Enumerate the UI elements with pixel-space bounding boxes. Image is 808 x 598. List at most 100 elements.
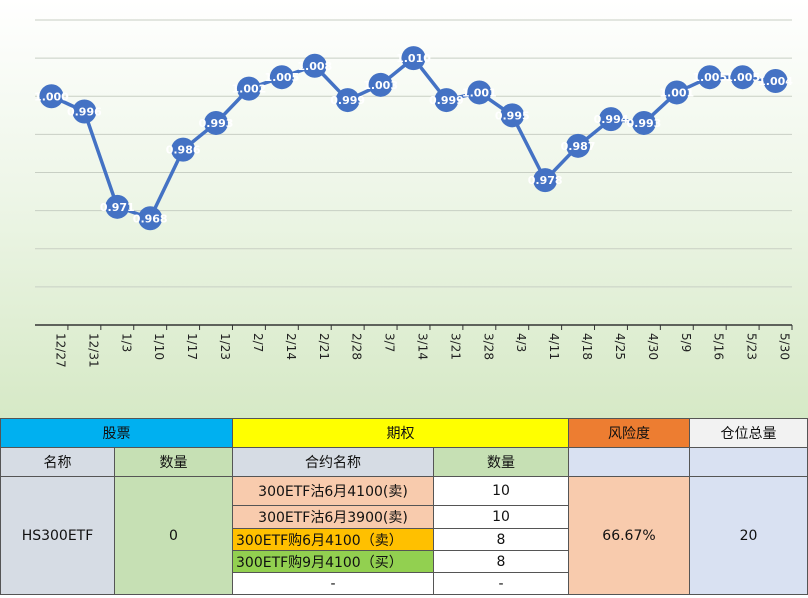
contract-name: 300ETF购9月4100（买）	[232, 550, 434, 573]
stock-qty: 0	[114, 476, 233, 595]
gridlines	[35, 19, 792, 288]
data-point	[138, 206, 163, 231]
header-options: 期权	[232, 418, 569, 448]
data-point	[434, 88, 459, 113]
x-tick-label: 4/3	[514, 333, 528, 352]
subheader-position-blank	[689, 447, 808, 477]
data-label: 1.005	[725, 71, 760, 84]
data-label: 0.971	[100, 201, 135, 214]
x-tick-label: 3/28	[481, 333, 495, 360]
stock-name: HS300ETF	[0, 476, 115, 595]
x-tick-label: 5/23	[745, 333, 759, 360]
data-label: 1.005	[692, 71, 727, 84]
series-polyline	[50, 56, 776, 220]
risk-value: 66.67%	[568, 476, 690, 595]
header-risk: 风险度	[568, 418, 690, 448]
x-tick-label: 4/11	[547, 333, 561, 360]
data-label: 0.993	[626, 117, 661, 130]
data-point	[204, 110, 229, 135]
data-label: 0.993	[199, 117, 234, 130]
contract-name: -	[232, 572, 434, 595]
x-tick-label: 1/3	[119, 333, 133, 352]
subheader-qty: 数量	[114, 447, 233, 477]
position-table: 股票 期权 风险度 仓位总量 名称 数量 合约名称 数量 HS300ETF 0 …	[0, 418, 808, 595]
x-tick-label: 5/30	[778, 333, 792, 360]
data-point	[730, 65, 755, 90]
data-label: 1.000	[34, 90, 69, 103]
x-tick-label: 5/16	[712, 333, 726, 360]
data-point	[269, 65, 294, 90]
data-point	[335, 88, 360, 113]
x-tick-label: 4/30	[646, 333, 660, 360]
x-tick-label: 3/7	[383, 333, 397, 352]
x-tick-label: 3/21	[448, 333, 462, 360]
subheader-contract: 合约名称	[232, 447, 434, 477]
data-label: 1.004	[758, 75, 793, 88]
x-tick-label: 2/7	[251, 333, 265, 352]
contract-qty: 8	[433, 550, 569, 573]
subheader-risk-blank	[568, 447, 690, 477]
data-label: 0.995	[495, 109, 530, 122]
data-label: 1.001	[659, 86, 694, 99]
data-label: 0.978	[528, 174, 563, 187]
header-stock: 股票	[0, 418, 233, 448]
data-points: 1.0000.9960.9710.9680.9860.9931.0021.005…	[34, 46, 793, 231]
data-point	[598, 107, 623, 132]
x-tick-label: 4/25	[613, 333, 627, 360]
data-point	[401, 46, 426, 71]
data-point	[631, 110, 656, 135]
data-label: 0.996	[67, 106, 102, 119]
data-label: 1.010	[396, 52, 431, 65]
x-tick-label: 3/14	[416, 333, 430, 360]
contract-name: 300ETF购6月4100（卖）	[232, 528, 434, 551]
data-point	[763, 69, 788, 93]
data-point	[39, 84, 64, 109]
series-line	[50, 56, 776, 220]
data-label: 0.999	[330, 94, 365, 107]
data-label: 1.005	[264, 71, 299, 84]
data-label: 0.986	[166, 144, 201, 157]
data-point	[236, 76, 261, 101]
data-label: 0.994	[594, 113, 629, 126]
x-tick-label: 12/27	[53, 333, 67, 368]
x-tick-label: 2/14	[284, 333, 298, 360]
data-label: 1.008	[297, 60, 332, 73]
data-point	[302, 53, 327, 78]
data-label: 1.002	[232, 83, 267, 96]
x-tick-label: 12/31	[86, 333, 100, 368]
contract-qty: -	[433, 572, 569, 595]
data-label: 0.968	[133, 212, 168, 225]
subheader-contract-qty: 数量	[433, 447, 569, 477]
data-label: 0.999	[429, 94, 464, 107]
chart-area: 12/27 12/31 1/3 1/10 1/17 1/23 2/7 2/14 2/21 2/28…	[0, 0, 808, 418]
subheader-name: 名称	[0, 447, 115, 477]
contract-name: 300ETF沽6月4100(卖)	[232, 476, 434, 506]
data-point	[664, 80, 689, 105]
data-point	[171, 137, 196, 162]
contract-qty: 8	[433, 528, 569, 551]
data-point	[500, 103, 525, 128]
contract-qty: 10	[433, 505, 569, 529]
x-axis: 12/27 12/31 1/3 1/10 1/17 1/23 2/7 2/14 2/21 2/28…	[35, 324, 793, 368]
x-tick-label: 2/28	[350, 333, 364, 360]
data-point	[467, 80, 492, 105]
x-tick-label: 1/23	[218, 333, 232, 360]
contract-name: 300ETF沽6月3900(卖)	[232, 505, 434, 529]
data-point	[533, 168, 558, 193]
line-chart: 12/27 12/31 1/3 1/10 1/17 1/23 2/7 2/14 2/21 2/28…	[34, 19, 793, 368]
data-point	[105, 194, 130, 219]
x-tick-label: 2/21	[317, 333, 331, 360]
x-tick-label: 1/10	[152, 333, 166, 360]
x-tick-label: 5/9	[679, 333, 693, 352]
data-point	[566, 133, 591, 158]
data-point	[697, 65, 722, 90]
x-tick-label: 1/17	[185, 333, 199, 360]
data-label: 0.987	[561, 140, 596, 153]
contract-qty: 10	[433, 476, 569, 506]
header-position: 仓位总量	[689, 418, 808, 448]
data-point	[368, 72, 393, 97]
data-point	[72, 99, 97, 124]
x-tick-label: 4/18	[580, 333, 594, 360]
position-value: 20	[689, 476, 808, 595]
data-label: 1.001	[462, 86, 497, 99]
